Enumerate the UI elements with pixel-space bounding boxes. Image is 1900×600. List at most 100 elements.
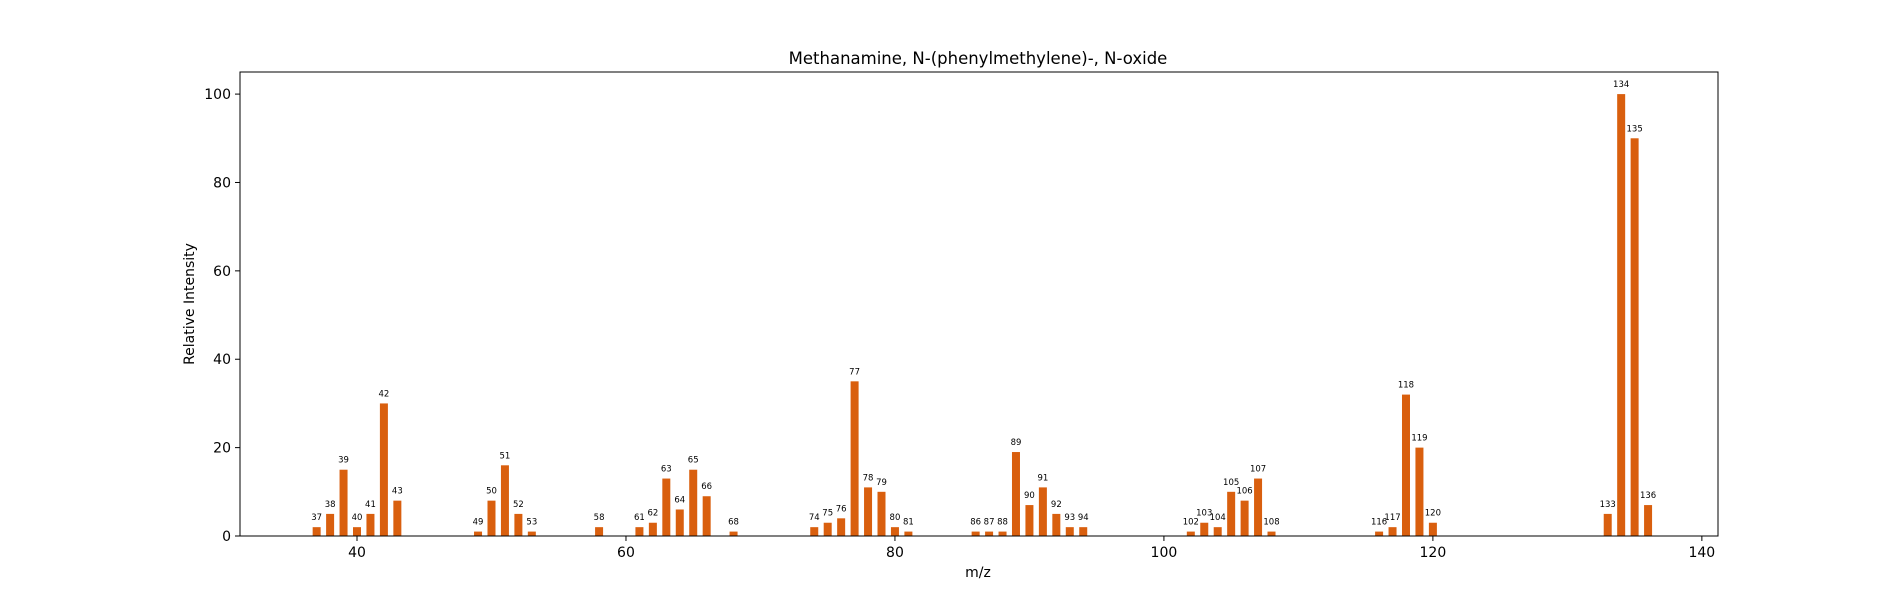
y-tick-label: 80	[213, 175, 231, 191]
bar-mz-76	[837, 518, 846, 536]
bar-label-mz-40: 40	[352, 513, 363, 523]
bar-mz-38	[326, 513, 335, 536]
bar-label-mz-135: 135	[1627, 124, 1643, 134]
bar-mz-58	[595, 527, 604, 536]
bar-mz-62	[648, 522, 657, 536]
bar-mz-119	[1415, 447, 1424, 536]
bar-mz-94	[1079, 527, 1088, 536]
bar-label-mz-86: 86	[970, 518, 981, 528]
bar-mz-105	[1227, 491, 1236, 536]
bar-label-mz-74: 74	[809, 513, 820, 523]
bar-mz-43	[393, 500, 402, 536]
bar-label-mz-105: 105	[1223, 478, 1239, 488]
bar-label-mz-108: 108	[1263, 518, 1279, 528]
bar-label-mz-87: 87	[984, 518, 995, 528]
bar-mz-102	[1186, 531, 1195, 536]
bar-mz-108	[1267, 531, 1276, 536]
plot-frame	[239, 71, 1719, 537]
x-axis-label: m/z	[965, 565, 991, 581]
bar-mz-68	[729, 531, 738, 536]
bar-label-mz-88: 88	[997, 518, 1008, 528]
bar-mz-87	[985, 531, 994, 536]
bar-mz-42	[379, 403, 388, 536]
bar-label-mz-37: 37	[311, 513, 322, 523]
bar-mz-52	[514, 513, 523, 536]
x-tick-label: 140	[1688, 545, 1715, 561]
y-tick-label: 60	[213, 264, 231, 280]
bar-label-mz-78: 78	[863, 473, 874, 483]
bar-mz-92	[1052, 513, 1061, 536]
bar-mz-63	[662, 478, 671, 536]
bar-label-mz-106: 106	[1236, 487, 1252, 497]
bar-label-mz-89: 89	[1011, 438, 1022, 448]
bar-label-mz-42: 42	[378, 389, 389, 399]
bar-mz-78	[864, 487, 873, 536]
bar-mz-53	[527, 531, 536, 536]
bar-label-mz-116: 116	[1371, 518, 1387, 528]
bar-label-mz-41: 41	[365, 500, 376, 510]
bar-label-mz-104: 104	[1210, 513, 1226, 523]
bar-mz-51	[500, 465, 509, 536]
bar-mz-74	[810, 527, 819, 536]
y-tick-label: 100	[204, 87, 231, 103]
bar-mz-103	[1200, 522, 1209, 536]
bar-mz-135	[1630, 138, 1639, 537]
bar-mz-39	[339, 469, 348, 536]
bar-label-mz-49: 49	[473, 518, 484, 528]
bar-label-mz-53: 53	[526, 518, 537, 528]
bar-label-mz-79: 79	[876, 478, 887, 488]
bar-label-mz-75: 75	[822, 509, 833, 519]
bar-label-mz-77: 77	[849, 367, 860, 377]
bar-mz-107	[1254, 478, 1263, 536]
bar-mz-64	[675, 509, 684, 536]
bar-label-mz-81: 81	[903, 518, 914, 528]
bar-mz-88	[998, 531, 1007, 536]
y-axis: 0 20 40 60 80 100	[204, 87, 240, 545]
bar-label-mz-102: 102	[1183, 518, 1199, 528]
bar-label-mz-51: 51	[500, 451, 511, 461]
bar-label-mz-62: 62	[647, 509, 658, 519]
bar-label-mz-50: 50	[486, 487, 497, 497]
bar-mz-61	[635, 527, 644, 536]
bars-layer	[312, 94, 1653, 537]
x-tick-label: 120	[1420, 545, 1447, 561]
bar-mz-79	[877, 491, 886, 536]
x-tick-label: 100	[1151, 545, 1178, 561]
bar-label-mz-38: 38	[325, 500, 336, 510]
bar-mz-37	[312, 527, 321, 536]
bar-mz-116	[1375, 531, 1384, 536]
bar-label-mz-103: 103	[1196, 509, 1212, 519]
bar-mz-90	[1025, 505, 1034, 536]
bar-label-mz-118: 118	[1398, 381, 1414, 391]
bar-mz-104	[1213, 527, 1222, 536]
bar-label-mz-39: 39	[338, 456, 349, 466]
bar-label-mz-119: 119	[1411, 434, 1427, 444]
bar-label-mz-91: 91	[1037, 473, 1048, 483]
bar-mz-50	[487, 500, 496, 536]
bar-label-mz-136: 136	[1640, 491, 1656, 501]
bar-mz-136	[1644, 505, 1653, 536]
bar-mz-117	[1388, 527, 1397, 536]
bar-label-mz-133: 133	[1600, 500, 1616, 510]
bar-label-mz-65: 65	[688, 456, 699, 466]
bar-label-mz-52: 52	[513, 500, 524, 510]
bar-label-mz-107: 107	[1250, 465, 1266, 475]
bar-label-mz-61: 61	[634, 513, 645, 523]
x-tick-label: 60	[617, 545, 635, 561]
bar-label-mz-94: 94	[1078, 513, 1089, 523]
bar-label-mz-117: 117	[1384, 513, 1400, 523]
bar-label-mz-120: 120	[1425, 509, 1441, 519]
bar-mz-65	[689, 469, 698, 536]
bar-mz-77	[850, 381, 859, 536]
y-tick-label: 40	[213, 352, 231, 368]
y-tick-label: 20	[213, 441, 231, 457]
bar-mz-93	[1065, 527, 1074, 536]
bar-mz-133	[1603, 513, 1612, 536]
bar-label-mz-64: 64	[674, 495, 685, 505]
bar-mz-134	[1617, 94, 1626, 536]
bar-label-mz-76: 76	[836, 504, 847, 514]
bar-mz-86	[971, 531, 980, 536]
